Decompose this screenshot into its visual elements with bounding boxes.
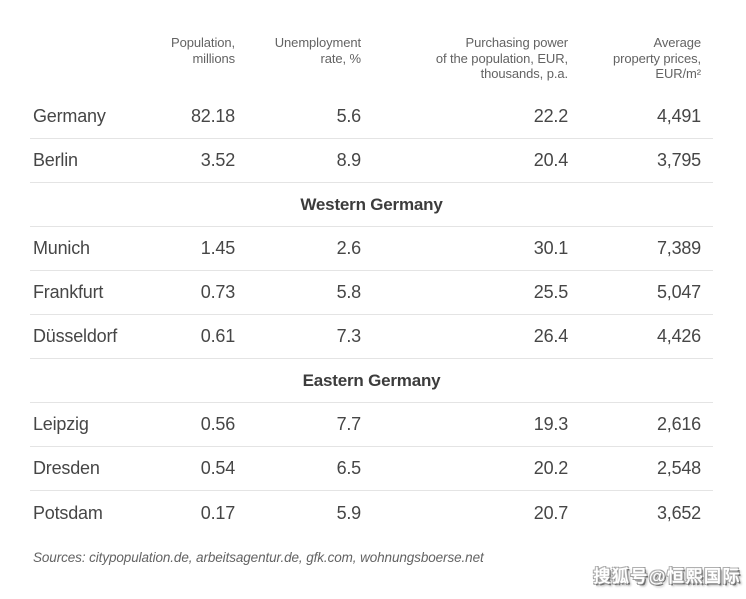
cell-city-name: Potsdam: [33, 502, 103, 523]
row-dresden: Dresden 0.54 6.5 20.2 2,548: [30, 447, 713, 491]
watermark-sohu: 搜狐号@恒熙国际: [593, 567, 741, 586]
cell-population: 0.56: [200, 414, 235, 434]
cell-purchasing-power: 20.7: [533, 502, 568, 523]
row-germany: Germany 82.18 5.6 22.2 4,491: [30, 95, 713, 139]
cell-property-price: 2,548: [656, 458, 701, 478]
column-header-line: property prices,: [613, 50, 701, 66]
cell-city-name: Frankfurt: [33, 282, 104, 302]
cell-city-name: Germany: [33, 106, 106, 126]
cell-city-name: Berlin: [33, 150, 78, 170]
cell-population: 0.17: [200, 502, 235, 523]
cell-population: 0.61: [200, 326, 235, 346]
cell-purchasing-power: 20.2: [533, 458, 568, 478]
cell-population: 0.54: [200, 458, 235, 478]
cell-purchasing-power: 19.3: [533, 414, 568, 434]
row-frankfurt: Frankfurt 0.73 5.8 25.5 5,047: [30, 271, 713, 315]
cell-property-price: 7,389: [656, 238, 701, 258]
row-leipzig: Leipzig 0.56 7.7 19.3 2,616: [30, 403, 713, 447]
cell-city-name: Düsseldorf: [33, 326, 118, 346]
cell-unemployment: 2.6: [336, 238, 362, 258]
cell-unemployment: 7.3: [336, 326, 362, 346]
cell-population: 3.52: [200, 150, 235, 170]
cell-population: 82.18: [190, 106, 235, 126]
row-munich: Munich 1.45 2.6 30.1 7,389: [30, 227, 713, 271]
row-potsdam: Potsdam 0.17 5.9 20.7 3,652: [30, 491, 713, 535]
cell-purchasing-power: 25.5: [533, 282, 568, 302]
cell-purchasing-power: 26.4: [533, 326, 568, 346]
cell-property-price: 5,047: [656, 282, 701, 302]
cell-unemployment: 5.6: [336, 106, 362, 126]
column-header-line: EUR/m²: [655, 66, 701, 81]
column-header-population: Population, millions: [150, 35, 235, 66]
column-header-line: millions: [192, 50, 235, 66]
column-header-line: Average: [653, 35, 702, 50]
cell-purchasing-power: 30.1: [533, 238, 568, 258]
cell-city-name: Munich: [33, 238, 90, 258]
cell-unemployment: 8.9: [336, 150, 362, 170]
cell-purchasing-power: 20.4: [533, 150, 568, 170]
column-header-line: Population,: [171, 35, 235, 50]
column-header-line: Purchasing power: [465, 35, 569, 50]
cell-property-price: 3,652: [656, 502, 701, 523]
cell-population: 1.45: [200, 238, 235, 258]
column-header-line: rate, %: [320, 50, 362, 66]
sources-note: Sources: citypopulation.de, arbeitsagent…: [33, 550, 484, 565]
data-table: Population, millions Unemployment rate, …: [30, 35, 713, 535]
cell-purchasing-power: 22.2: [533, 106, 568, 126]
row-duesseldorf: Düsseldorf 0.61 7.3 26.4 4,426: [30, 315, 713, 359]
cell-property-price: 4,426: [656, 326, 701, 346]
cell-city-name: Leipzig: [33, 414, 89, 434]
cell-property-price: 3,795: [656, 150, 701, 170]
column-header-line: thousands, p.a.: [480, 66, 569, 81]
column-header-property-prices: Average property prices, EUR/m²: [568, 35, 701, 82]
cell-unemployment: 7.7: [336, 414, 362, 434]
section-header-eastern-germany: Eastern Germany: [30, 359, 713, 403]
cell-unemployment: 5.8: [336, 282, 362, 302]
cell-property-price: 2,616: [656, 414, 701, 434]
cell-property-price: 4,491: [656, 106, 701, 126]
column-header-line: of the population, EUR,: [435, 50, 568, 66]
column-header-line: Unemployment: [274, 35, 361, 50]
column-header-unemployment: Unemployment rate, %: [235, 35, 361, 66]
table-header-row: Population, millions Unemployment rate, …: [30, 35, 713, 95]
row-berlin: Berlin 3.52 8.9 20.4 3,795: [30, 139, 713, 183]
cell-population: 0.73: [200, 282, 235, 302]
cell-unemployment: 6.5: [336, 458, 362, 478]
cell-unemployment: 5.9: [336, 502, 362, 523]
section-header-western-germany: Western Germany: [30, 183, 713, 227]
column-header-purchasing-power: Purchasing power of the population, EUR,…: [361, 35, 568, 82]
cell-city-name: Dresden: [33, 458, 100, 478]
